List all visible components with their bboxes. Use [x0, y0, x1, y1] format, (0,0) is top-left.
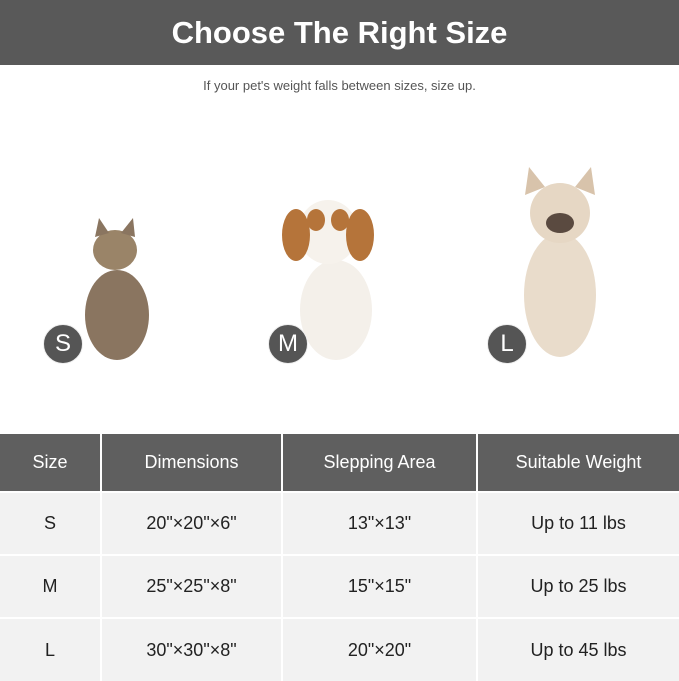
cell: Up to 45 lbs: [477, 617, 679, 681]
size-badge-s: S: [43, 324, 83, 364]
table-row: L 30"×30"×8" 20"×20" Up to 45 lbs: [0, 617, 679, 681]
cell: M: [0, 554, 102, 618]
column-header: Suitable Weight: [477, 434, 679, 492]
spaniel-image: [282, 200, 374, 360]
column-header: Slepping Area: [282, 434, 478, 492]
table-row: S 20"×20"×6" 13"×13" Up to 11 lbs: [0, 491, 679, 555]
cell: Up to 25 lbs: [477, 554, 679, 618]
column-header: Dimensions: [101, 434, 283, 492]
column-header: Size: [0, 434, 102, 492]
size-badge-m: M: [268, 324, 308, 364]
bulldog-image: [524, 167, 596, 357]
table-row: M 25"×25"×8" 15"×15" Up to 25 lbs: [0, 554, 679, 618]
cell: 20"×20": [282, 617, 478, 681]
cell: Up to 11 lbs: [477, 491, 679, 555]
subtitle: If your pet's weight falls between sizes…: [203, 78, 476, 93]
cat-image: [85, 218, 149, 360]
cell: 20"×20"×6": [101, 491, 283, 555]
cell: L: [0, 617, 102, 681]
cell: 13"×13": [282, 491, 478, 555]
cell: 30"×30"×8": [101, 617, 283, 681]
table-header-row: Size Dimensions Slepping Area Suitable W…: [0, 434, 679, 492]
size-chart-table: Size Dimensions Slepping Area Suitable W…: [0, 434, 679, 681]
cell: S: [0, 491, 102, 555]
cell: 15"×15": [282, 554, 478, 618]
cell: 25"×25"×8": [101, 554, 283, 618]
size-badge-l: L: [487, 324, 527, 364]
page-title: Choose The Right Size: [0, 0, 679, 65]
